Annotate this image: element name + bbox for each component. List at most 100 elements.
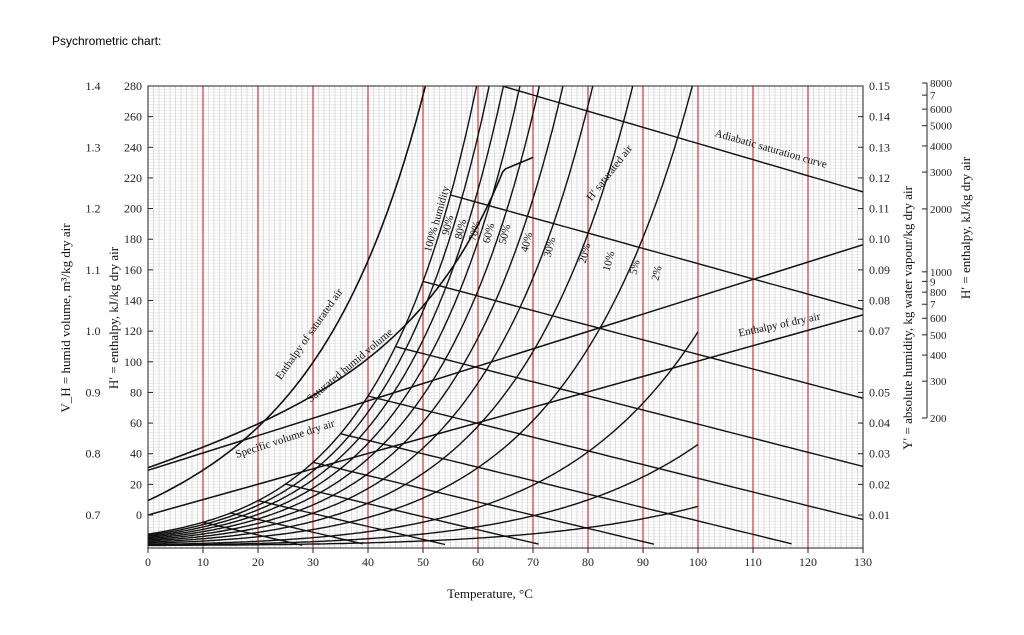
absolute-humidity-tick-label: 0.09 <box>869 263 890 277</box>
enthalpy-right-tick-label: 800 <box>930 287 947 299</box>
humid-volume-tick-label: 1.0 <box>86 324 101 338</box>
enthalpy-left-tick-label: 280 <box>124 79 142 93</box>
absolute-humidity-tick-label: 0.11 <box>869 202 890 216</box>
enthalpy-left-tick-label: 200 <box>124 202 142 216</box>
humidity-curve <box>148 86 541 540</box>
adiabatic-saturation-line <box>450 194 863 311</box>
enthalpy-left-axis-title: H′ = enthalpy, kJ/kg dry air <box>106 246 121 389</box>
x-tick-label: 120 <box>799 555 817 569</box>
humidity-curve-label: 10% <box>601 250 618 272</box>
humidity-curve-label: 80% <box>453 218 470 240</box>
enthalpy-left-tick-label: 220 <box>124 171 142 185</box>
humidity-curve-label: 70% <box>467 220 484 242</box>
absolute-humidity-tick-label: 0.12 <box>869 171 890 185</box>
curves <box>148 0 891 547</box>
enthalpy-right-tick-label: 3000 <box>930 167 953 179</box>
absolute-humidity-tick-label: 0.08 <box>869 294 890 308</box>
page-title: Psychrometric chart: <box>52 34 162 48</box>
humid-volume-tick-label: 0.9 <box>86 385 101 399</box>
absolute-humidity-tick-label: 0.14 <box>869 110 890 124</box>
humidity-curve <box>148 86 693 544</box>
x-tick-label: 30 <box>307 555 319 569</box>
adiabatic-saturation-line <box>202 521 303 546</box>
enthalpy-right-axis-ticks: 8000760005000400030002000100098007600500… <box>922 78 953 425</box>
humidity-curve-label: 90% <box>440 214 457 236</box>
adiabatic-saturation-line <box>257 499 446 546</box>
humid-volume-tick-label: 0.8 <box>86 447 101 461</box>
x-tick-label: 100 <box>689 555 707 569</box>
enthalpy-left-tick-label: 80 <box>130 385 142 399</box>
absolute-humidity-tick-label: 0.10 <box>869 232 890 246</box>
absolute-humidity-tick-label: 0.01 <box>869 508 890 522</box>
enthalpy-left-tick-label: 0 <box>136 508 142 522</box>
humidity-curve-label: 50% <box>497 223 514 245</box>
x-axis-ticks: 0 10 20 30 40 50 60 70 80 90 100 110 120 130 <box>145 548 872 569</box>
adiabatic-saturation-line <box>367 395 863 521</box>
x-tick-label: 20 <box>252 555 264 569</box>
adiabatic-saturation-line <box>395 345 863 468</box>
enthalpy-right-tick-label: 300 <box>930 376 947 388</box>
enthalpy-left-tick-label: 20 <box>130 477 142 491</box>
humid-volume-tick-label: 0.7 <box>86 508 101 522</box>
adiabatic-saturation-line <box>422 280 863 399</box>
x-tick-label: 80 <box>582 555 594 569</box>
x-tick-label: 40 <box>362 555 374 569</box>
specific-volume-dry-air-line <box>148 243 863 472</box>
absolute-humidity-tick-label: 0.15 <box>869 79 890 93</box>
enthalpy-right-tick-label: 4000 <box>930 141 953 153</box>
enthalpy-right-tick-label: 500 <box>930 330 947 342</box>
adiabatic-saturation-line <box>312 461 655 545</box>
humidity-curve-label: 5% <box>627 259 642 276</box>
humid-volume-tick-label: 1.2 <box>86 202 101 216</box>
absolute-humidity-tick-label: 0.04 <box>869 416 890 430</box>
absolute-humidity-tick-label: 0.05 <box>869 385 890 399</box>
absolute-humidity-tick-label: 0.07 <box>869 324 890 338</box>
adiabatic-saturation-line <box>285 483 539 545</box>
x-tick-label: 90 <box>637 555 649 569</box>
x-axis-title: Temperature, °C <box>447 586 533 601</box>
humidity-curve <box>148 331 699 546</box>
enthalpy-right-tick-label: 600 <box>930 313 947 325</box>
x-tick-label: 130 <box>854 555 872 569</box>
enthalpy-left-tick-label: 100 <box>124 355 142 369</box>
adiabatic-saturation-line <box>506 0 891 42</box>
saturated-humid-volume-curve <box>148 156 534 469</box>
adiabatic-saturation-line <box>499 86 863 193</box>
humidity-curve <box>148 86 634 543</box>
humidity-curve <box>148 86 594 542</box>
x-tick-label: 70 <box>527 555 539 569</box>
enthalpy-right-tick-label: 5000 <box>930 121 953 133</box>
enthalpy-right-tick-label: 400 <box>930 350 947 362</box>
enthalpy-right-tick-label: 8000 <box>930 78 953 90</box>
humid-volume-tick-label: 1.3 <box>86 140 101 154</box>
humidity-curve-label: 30% <box>542 236 559 258</box>
humidity-curve <box>148 86 521 539</box>
adiabatic-saturation-line <box>230 512 363 545</box>
enthalpy-saturated-air-curve <box>148 86 427 502</box>
absolute-humidity-tick-label: 0.03 <box>869 447 890 461</box>
enthalpy-dry-air-line <box>148 314 863 516</box>
humidity-curve <box>148 505 699 547</box>
x-tick-label: 60 <box>472 555 484 569</box>
humid-volume-tick-label: 1.1 <box>86 263 101 277</box>
enthalpy-left-tick-label: 40 <box>130 447 142 461</box>
humidity-curve <box>148 86 564 541</box>
plot-frame <box>147 85 864 549</box>
humidity-curve-label: 20% <box>577 242 594 264</box>
enthalpy-left-tick-label: 140 <box>124 294 142 308</box>
humidity-curve <box>148 443 699 546</box>
humidity-curve-label: 40% <box>519 231 536 253</box>
humid-volume-axis-title: V_H = humid volume, m³/kg dry air <box>58 223 73 413</box>
enthalpy-left-tick-label: 160 <box>124 263 142 277</box>
enthalpy-right-axis-title: H′ = enthalpy, kJ/kg dry air <box>958 156 973 299</box>
enthalpy-right-tick-label: 7 <box>930 299 936 311</box>
x-tick-label: 10 <box>197 555 209 569</box>
absolute-humidity-tick-label: 0.02 <box>869 477 890 491</box>
x-tick-label: 50 <box>417 555 429 569</box>
absolute-humidity-axis-title: Y′ = absolute humidity, kg water vapour/… <box>900 185 915 450</box>
humidity-curve <box>148 86 490 536</box>
enthalpy-right-tick-label: 2000 <box>930 204 953 216</box>
humid-volume-tick-label: 1.4 <box>86 79 101 93</box>
enthalpy-right-tick-label: 6000 <box>930 104 953 116</box>
